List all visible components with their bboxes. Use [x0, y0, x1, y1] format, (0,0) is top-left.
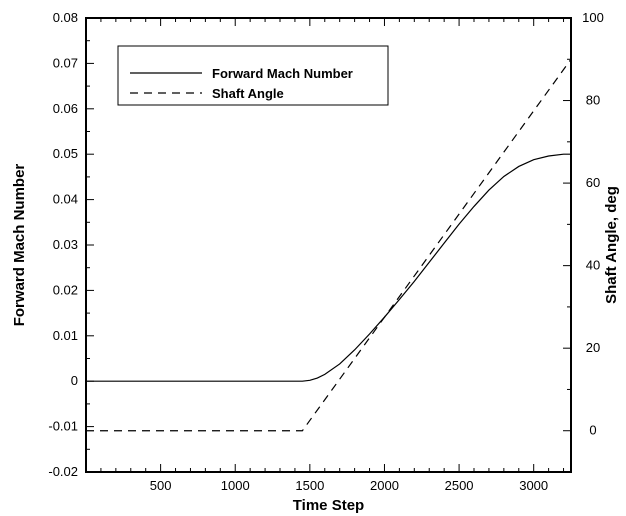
y-tick-label: -0.01	[48, 419, 78, 434]
series-line-shaft-angle	[86, 58, 572, 432]
y-tick-label: 0	[71, 373, 78, 388]
y2-tick-label: 0	[589, 423, 596, 438]
x-tick-label: 1500	[295, 478, 324, 493]
y2-tick-label: 100	[582, 10, 604, 25]
legend-label-forward-mach-number: Forward Mach Number	[212, 66, 353, 81]
legend-label-shaft-angle: Shaft Angle	[212, 86, 284, 101]
series-line-forward-mach-number	[86, 153, 571, 382]
y-tick-label: 0.01	[53, 328, 78, 343]
x-axis-title: Time Step	[293, 497, 364, 514]
series-group	[86, 58, 572, 432]
y-tick-label: 0.03	[53, 237, 78, 252]
legend: Forward Mach Number Shaft Angle	[117, 45, 389, 106]
y-tick-label: 0.04	[53, 192, 78, 207]
y2-tick-label: 20	[586, 340, 600, 355]
x-tick-label: 500	[150, 478, 172, 493]
y-tick-label: 0.02	[53, 282, 78, 297]
y-tick-label: 0.07	[53, 55, 78, 70]
x-tick-label: 2000	[370, 478, 399, 493]
y-tick-label: 0.06	[53, 101, 78, 116]
y-tick-label: 0.08	[53, 10, 78, 25]
y-axis-title: Forward Mach Number	[11, 164, 28, 327]
legend-box	[117, 45, 389, 106]
y-tick-label: 0.05	[53, 146, 78, 161]
y2-axis-title: Shaft Angle, deg	[603, 186, 620, 304]
x-tick-label: 3000	[519, 478, 548, 493]
x-tick-label: 2500	[445, 478, 474, 493]
x-tick-label: 1000	[221, 478, 250, 493]
y2-tick-label: 80	[586, 93, 600, 108]
y2-tick-label: 60	[586, 175, 600, 190]
y2-tick-label: 40	[586, 258, 600, 273]
axis-ticks: 500 1000 1500 2000 2500 3000-0.02-0.0100.010.…	[48, 10, 603, 493]
y-tick-label: -0.02	[48, 464, 78, 479]
